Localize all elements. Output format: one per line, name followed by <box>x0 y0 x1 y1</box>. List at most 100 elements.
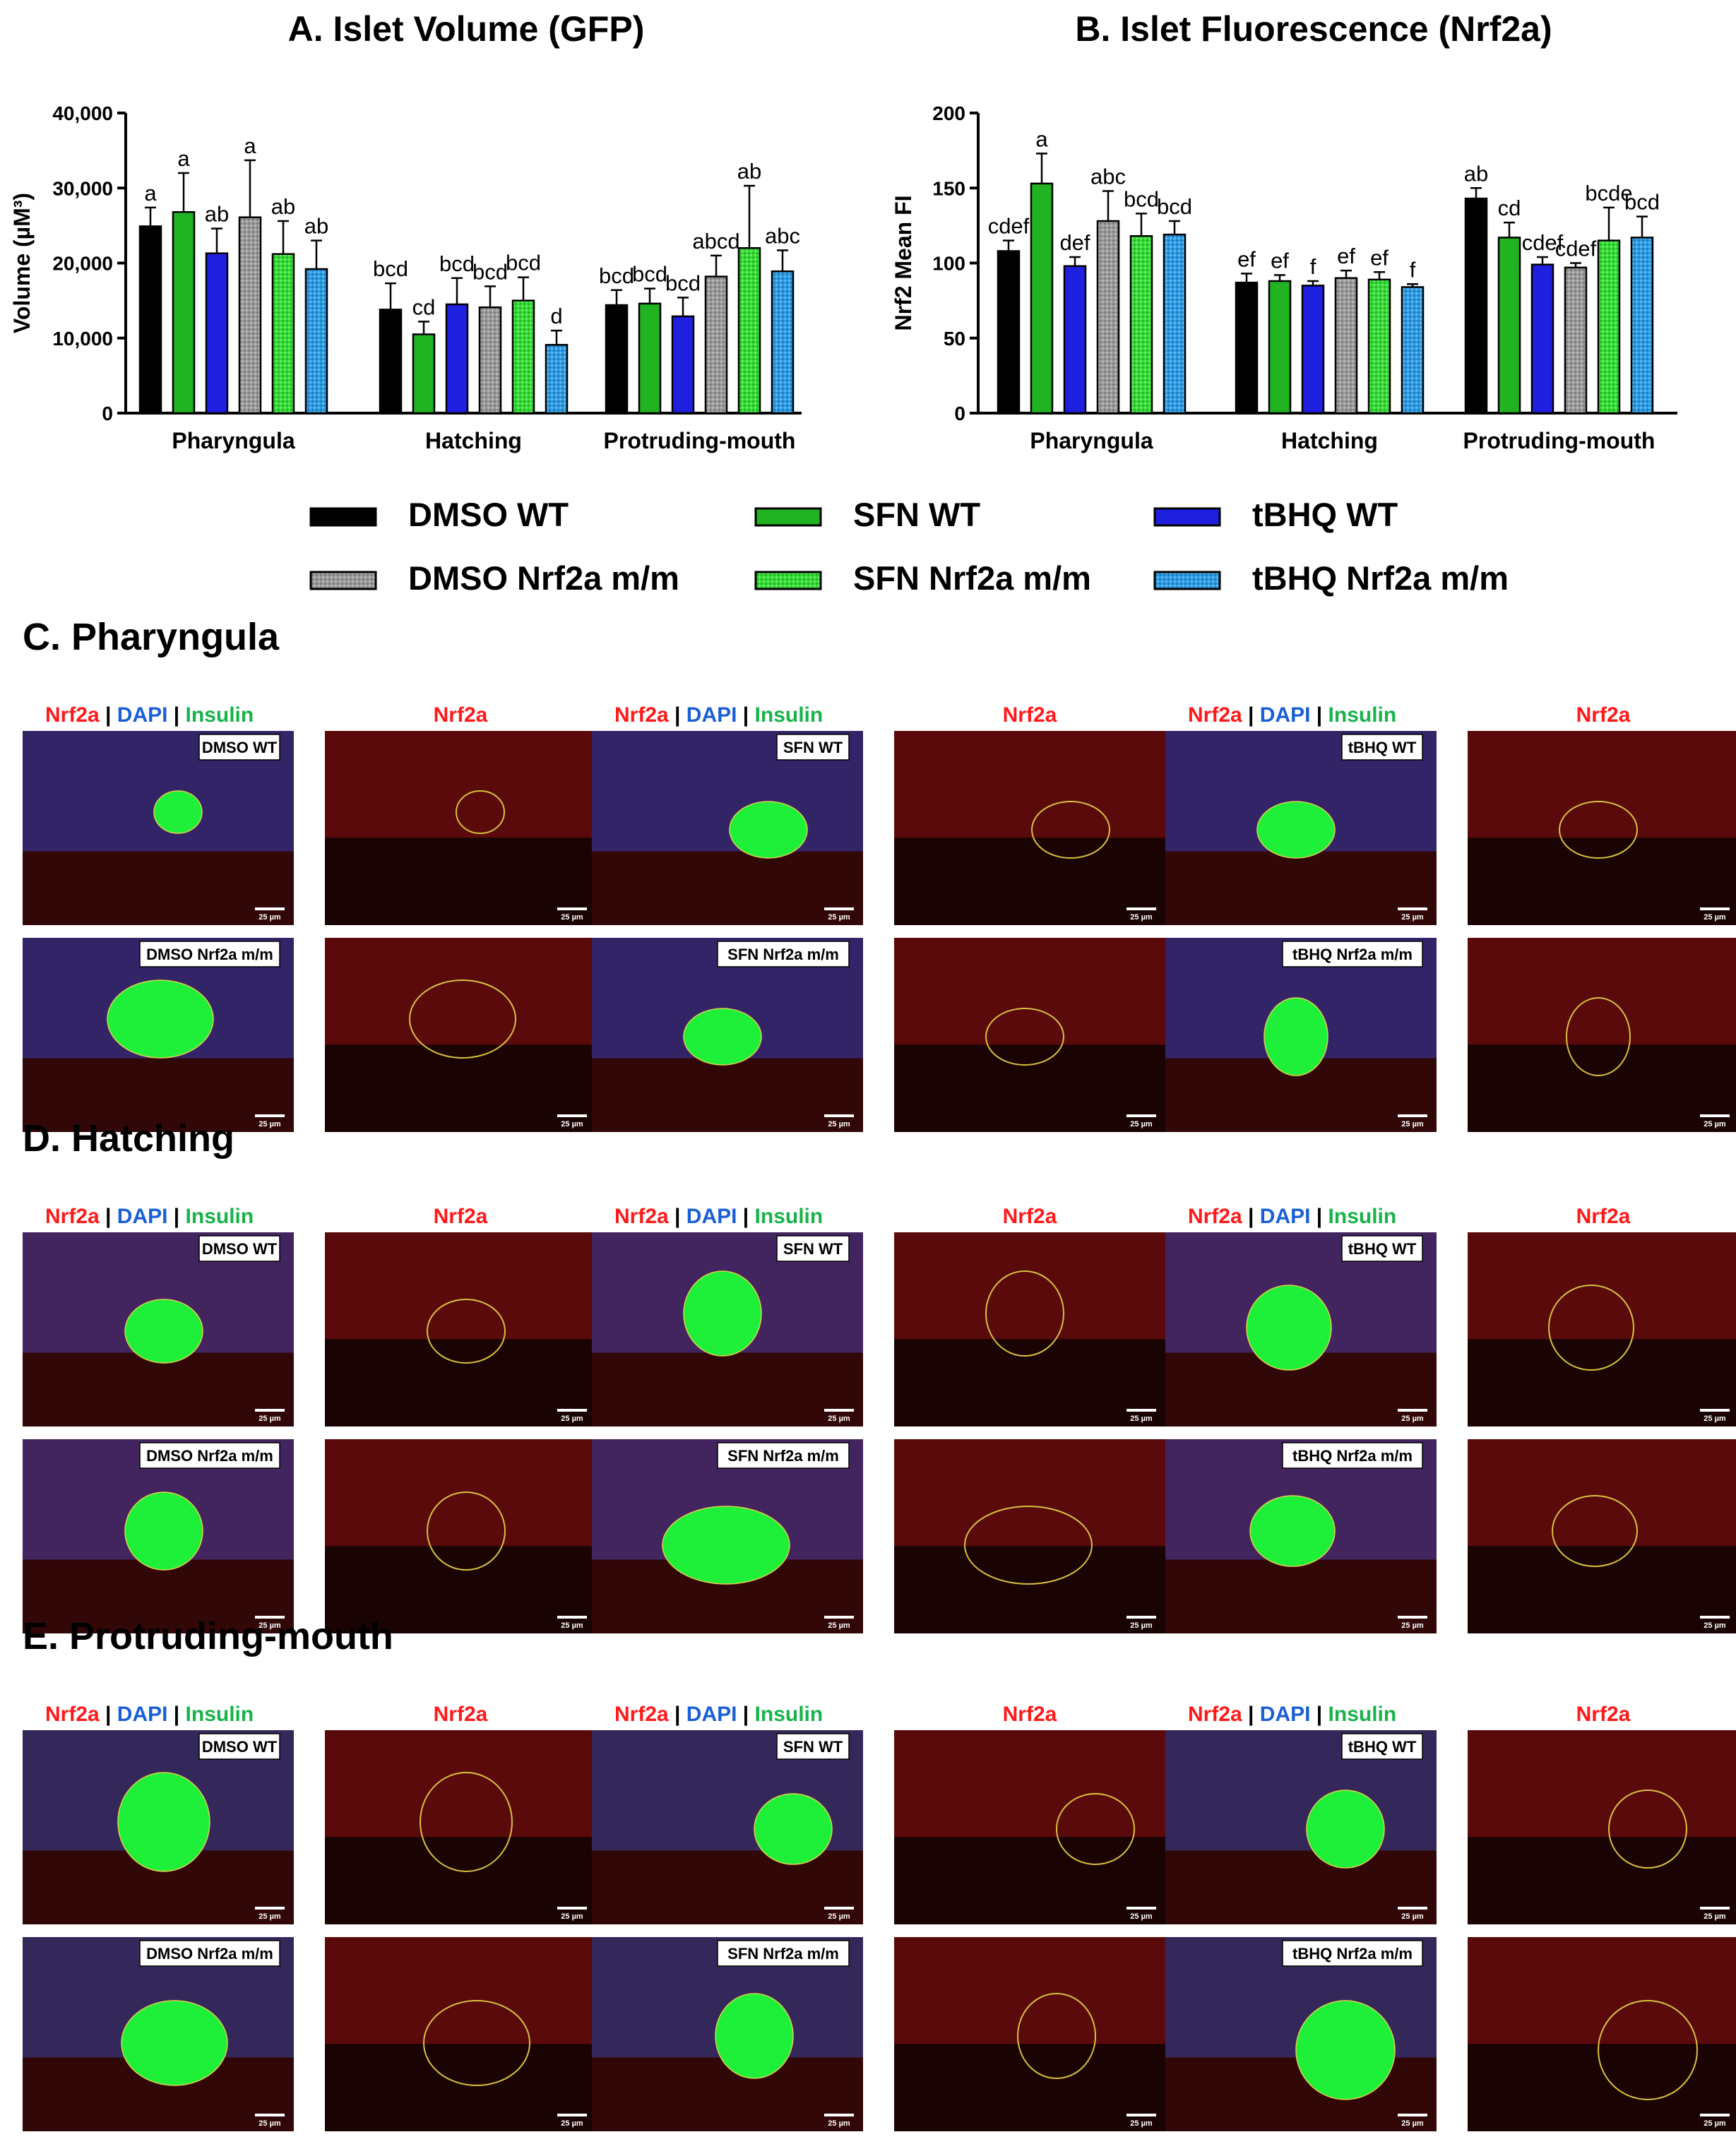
legend-item: tBHQ Nrf2a m/m <box>1153 559 1509 597</box>
tissue-region <box>894 1232 1165 1340</box>
islet-insulin <box>121 2000 228 2086</box>
islet-outline <box>456 790 505 834</box>
condition-tag <box>717 1442 850 1469</box>
micrograph-merge: 25 µm DMSO Nrf2a m/m <box>23 938 294 1132</box>
islet-outline <box>1559 801 1638 859</box>
channel-label-part: | <box>1310 703 1328 727</box>
bar-dmso-wt <box>1235 281 1259 415</box>
tissue-region <box>325 1937 596 2044</box>
condition-tag <box>1341 1235 1423 1262</box>
significance-letter: a <box>144 181 157 206</box>
micrograph-merge: 25 µm tBHQ WT <box>1165 731 1437 925</box>
channel-label-merge: Nrf2a | DAPI | Insulin <box>614 703 823 727</box>
micrograph-merge: 25 µm SFN WT <box>592 1730 863 1924</box>
tissue-region <box>1468 1232 1736 1340</box>
islet-insulin <box>1306 1789 1385 1869</box>
condition-tag-label: SFN WT <box>783 739 843 756</box>
islet-insulin <box>117 1772 210 1872</box>
channel-label-nrf2a: Nrf2a <box>1003 1703 1057 1726</box>
legend-label: tBHQ WT <box>1252 496 1398 533</box>
scale-bar <box>1398 1616 1427 1619</box>
channel-label-merge: Nrf2a | DAPI | Insulin <box>1188 1703 1396 1726</box>
bar-sfn-nrf2a-m-m <box>271 253 295 415</box>
y-axis-label: Nrf2 Mean FI <box>891 195 916 330</box>
micrograph-nrf2a: 25 µm <box>325 1439 596 1633</box>
condition-tag-label: SFN Nrf2a m/m <box>727 946 839 963</box>
bar-dmso-wt <box>379 309 403 415</box>
channel-label-part: | <box>737 1703 754 1726</box>
micrograph-merge: 25 µm SFN WT <box>592 1232 863 1427</box>
scale-bar-label: 25 µm <box>258 913 281 922</box>
condition-tag-label: SFN Nrf2a m/m <box>727 1447 839 1465</box>
x-tick-label: Protruding-mouth <box>1463 428 1655 453</box>
micrograph-merge: 25 µm SFN Nrf2a m/m <box>592 1937 863 2131</box>
significance-letter: bcd <box>472 259 508 284</box>
islet-outline <box>423 2000 530 2086</box>
bar-dmso-wt <box>605 304 629 415</box>
channel-label-part: DAPI <box>686 703 737 727</box>
scale-bar <box>1126 1616 1156 1619</box>
islet-insulin <box>754 1793 833 1865</box>
y-tick-label: 30,000 <box>52 177 113 199</box>
scale-bar-label: 25 µm <box>1401 913 1424 922</box>
significance-letter: ef <box>1370 245 1389 270</box>
micrograph-merge: 25 µm SFN Nrf2a m/m <box>592 938 863 1132</box>
scale-bar-label: 25 µm <box>258 2119 281 2128</box>
significance-letter: ab <box>1464 161 1488 186</box>
legend-label: DMSO Nrf2a m/m <box>408 559 679 597</box>
islet-insulin <box>1264 997 1328 1076</box>
islet-outline <box>964 1506 1093 1585</box>
significance-letter: bcd <box>1624 190 1660 215</box>
significance-letter: bcd <box>665 270 701 295</box>
legend-swatch <box>1153 571 1221 590</box>
significance-letter: ab <box>737 159 761 184</box>
micrograph-nrf2a: 25 µm <box>325 1937 596 2131</box>
tissue-region <box>592 1850 863 1924</box>
islet-outline <box>1548 1285 1634 1371</box>
scale-bar-label: 25 µm <box>1130 913 1153 922</box>
islet-outline <box>1017 1993 1096 2079</box>
condition-tag <box>1282 1940 1423 1967</box>
micrograph-merge: 25 µm tBHQ Nrf2a m/m <box>1165 1937 1437 2131</box>
bar-tbhq-nrf2a-m-m <box>545 344 569 415</box>
micrograph-merge: 25 µm tBHQ WT <box>1165 1232 1437 1427</box>
y-tick-label: 20,000 <box>52 253 113 275</box>
significance-letter: f <box>1310 254 1316 279</box>
scale-bar-label: 25 µm <box>1401 1120 1424 1128</box>
tissue-region <box>592 1352 863 1427</box>
tissue-region <box>1468 938 1736 1045</box>
significance-letter: ab <box>271 194 295 219</box>
bar-sfn-wt <box>1497 237 1521 415</box>
channel-label-part: Insulin <box>1328 703 1397 727</box>
islet-outline <box>1031 801 1110 859</box>
condition-tag-label: SFN Nrf2a m/m <box>727 1945 839 1963</box>
condition-tag-label: tBHQ WT <box>1348 1738 1417 1756</box>
micrograph-merge: 25 µm tBHQ WT <box>1165 1730 1437 1924</box>
condition-tag <box>198 1733 280 1760</box>
condition-tag <box>139 1940 280 1967</box>
legend-item: tBHQ WT <box>1153 496 1398 533</box>
scale-bar <box>824 1907 854 1910</box>
micrograph-merge: 25 µm SFN Nrf2a m/m <box>592 1439 863 1633</box>
scale-bar-label: 25 µm <box>1130 1621 1153 1630</box>
condition-tag <box>1341 734 1423 761</box>
channel-label-part: Nrf2a <box>1188 1703 1242 1726</box>
channel-label-part: Nrf2a <box>614 1703 669 1726</box>
legend-item: SFN WT <box>754 496 980 533</box>
channel-label-nrf2a: Nrf2a <box>1576 1703 1631 1726</box>
scale-bar-label: 25 µm <box>828 1120 850 1128</box>
scale-bar-label: 25 µm <box>1130 1912 1153 1921</box>
condition-tag-label: tBHQ WT <box>1348 739 1417 756</box>
scale-bar <box>824 2114 854 2116</box>
y-tick-label: 10,000 <box>52 328 113 350</box>
channel-label-part: | <box>1242 1703 1260 1726</box>
significance-letter: cd <box>412 294 436 319</box>
bar-sfn-nrf2a-m-m <box>511 299 535 415</box>
channel-label-part: DAPI <box>686 1205 737 1228</box>
section-title: D. Hatching <box>23 1117 234 1160</box>
condition-tag-label: DMSO WT <box>202 739 278 756</box>
channel-label-part: Nrf2a <box>614 703 669 727</box>
micrograph-nrf2a: 25 µm <box>1468 1232 1736 1427</box>
